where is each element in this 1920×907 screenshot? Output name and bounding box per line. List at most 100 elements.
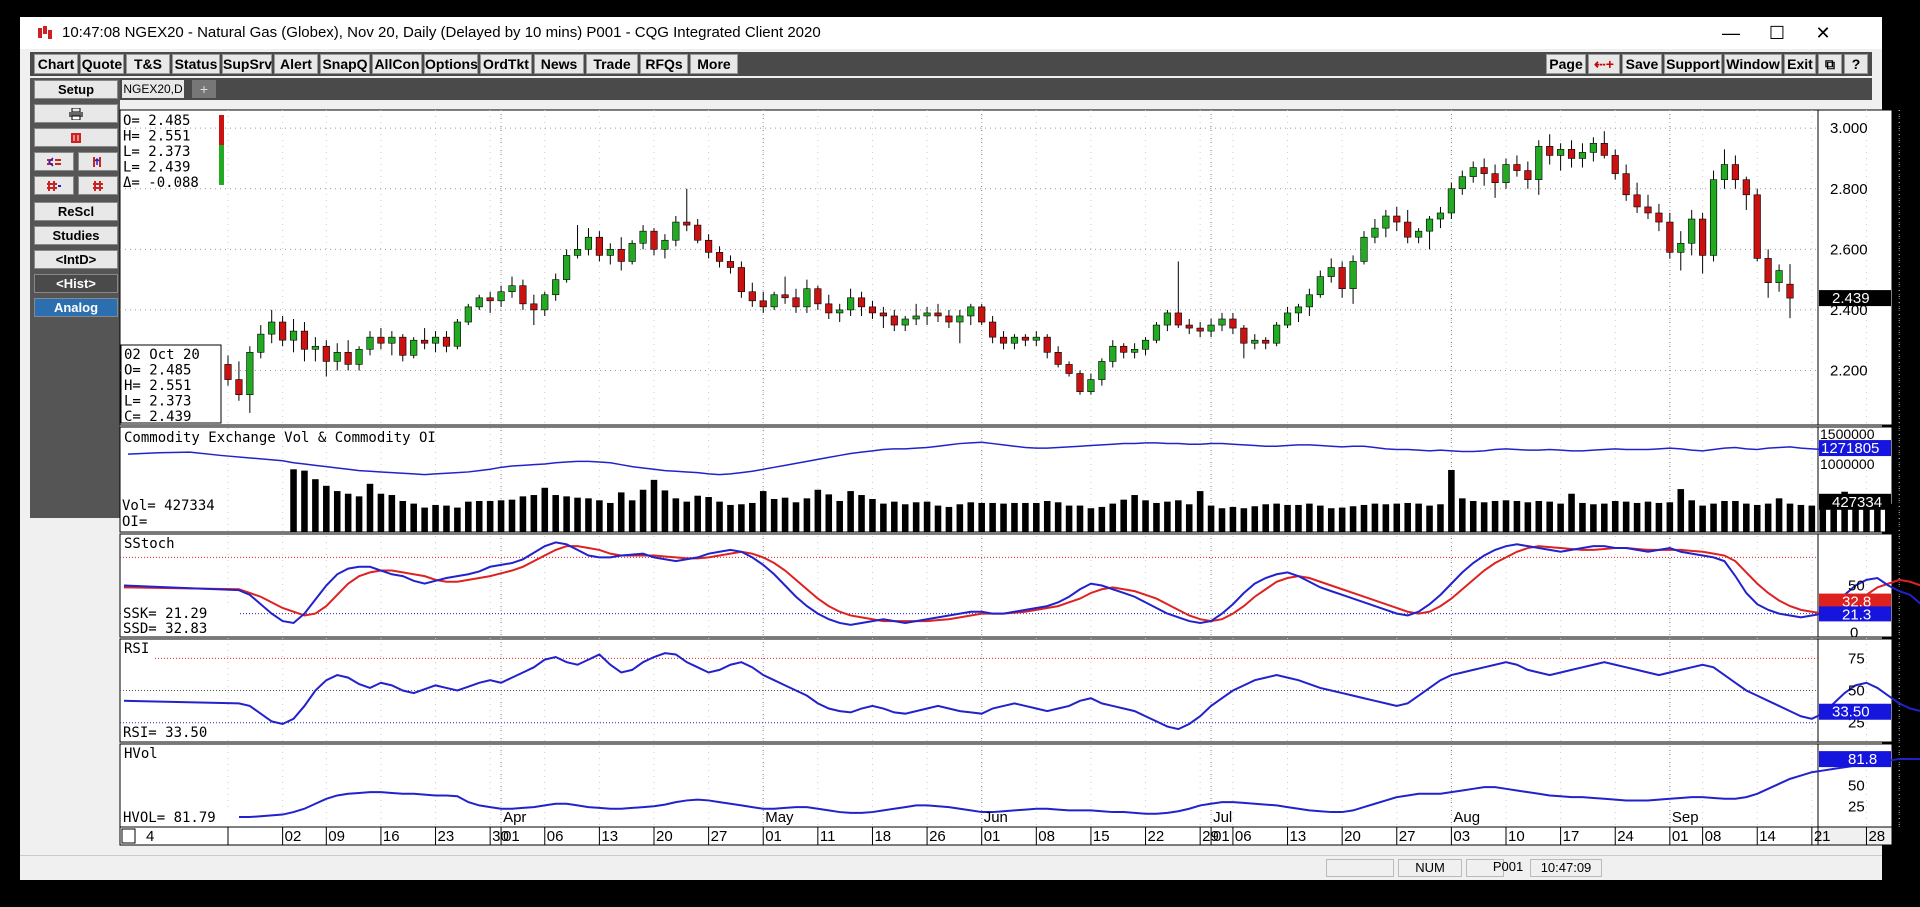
maximize-button[interactable]: ☐ (1768, 23, 1786, 43)
volume-bar (1819, 504, 1827, 532)
ssd-label-bg (1819, 593, 1891, 609)
candle-body (1163, 312, 1171, 326)
volume-bar (803, 498, 811, 532)
menu-support-button[interactable]: Support (1664, 54, 1722, 74)
setup-button[interactable]: Setup (34, 80, 118, 99)
date-tick-label: 18 (874, 828, 891, 845)
oi-value-label: 1271805 (1821, 440, 1879, 457)
volume-bar (1448, 469, 1455, 532)
volume-bar (825, 494, 833, 532)
menu-save-button[interactable]: Save (1622, 54, 1662, 74)
volume-bar (1327, 508, 1335, 532)
menu-restore-button[interactable]: ⧉ (1818, 54, 1842, 74)
candle-body (847, 297, 855, 311)
menu-help-button[interactable]: ? (1844, 54, 1868, 74)
candle-body (1174, 312, 1182, 326)
volume-bar (716, 501, 723, 532)
volume-bar (1644, 501, 1652, 532)
volume-bar (1655, 502, 1663, 532)
volume-bar (1524, 502, 1532, 532)
zoom-in-button[interactable] (78, 152, 118, 171)
candle-body (257, 333, 265, 353)
volume-bar (607, 502, 614, 532)
ohlc-readout-line: L= 2.439 (123, 160, 190, 176)
volume-bar (650, 479, 658, 532)
hvol-panel-title: HVol (124, 746, 158, 762)
volume-bar (1546, 501, 1553, 532)
chart-tab-row: NGEX20,D + (120, 78, 1872, 100)
history-button[interactable]: <Hist> (34, 274, 118, 293)
print-button[interactable] (34, 104, 118, 123)
volume-bar (563, 496, 570, 532)
scroll-right-button[interactable] (78, 176, 118, 195)
date-tick-label: 14 (1759, 828, 1776, 845)
zoom-out-button[interactable] (34, 152, 74, 171)
close-button[interactable]: ✕ (1815, 23, 1831, 43)
ohlc-bar-red (219, 115, 224, 145)
chart-type-button[interactable] (34, 128, 118, 147)
cursor-readout-line: L= 2.373 (124, 394, 191, 410)
rescale-button[interactable]: ReScl (34, 202, 118, 221)
volume-bar (1732, 500, 1739, 532)
sstoch-panel-title: SStoch (124, 536, 175, 552)
date-tick-label: 26 (929, 828, 946, 845)
candle-body (1720, 164, 1729, 180)
candle-body (1764, 258, 1772, 283)
candle-body (1666, 221, 1674, 253)
menu-page-button[interactable]: Page (1546, 54, 1586, 74)
candle-body (683, 221, 691, 226)
month-label: Jul (1213, 809, 1232, 826)
candle-body (1404, 221, 1412, 238)
candle-body (1021, 336, 1029, 341)
volume-bar (1098, 506, 1106, 532)
candle-body (344, 352, 352, 365)
menu-status-button[interactable]: Status (172, 54, 220, 74)
tab-ngex20-daily[interactable]: NGEX20,D (122, 80, 184, 98)
volume-bar (1087, 508, 1095, 532)
menu-window-button[interactable]: Window (1724, 54, 1782, 74)
candle-body (825, 303, 833, 314)
menu-rfqs-button[interactable]: RFQs (640, 54, 688, 74)
menu-allcon-button[interactable]: AllCon (372, 54, 422, 74)
menu-options-button[interactable]: Options (424, 54, 478, 74)
volume-bar (355, 496, 363, 532)
candle-body (366, 336, 374, 350)
studies-button[interactable]: Studies (34, 226, 118, 245)
menu-more-button[interactable]: More (690, 54, 738, 74)
cursor-readout-line: O= 2.485 (124, 363, 191, 379)
candle-body (584, 236, 593, 250)
candle-body (1633, 194, 1641, 208)
volume-bar (301, 470, 308, 532)
volume-bar (672, 498, 680, 532)
candle-body (715, 252, 724, 262)
menu-exit-button[interactable]: Exit (1784, 54, 1816, 74)
scroll-left-button[interactable] (34, 176, 74, 195)
oi-label-bg (1819, 440, 1891, 457)
menu-chart-button[interactable]: Chart (34, 54, 78, 74)
add-tab-button[interactable]: + (192, 80, 216, 98)
candle-body (1109, 345, 1117, 362)
volume-bar (541, 487, 549, 532)
vertical-zoom-icon (93, 157, 101, 167)
volume-bar (1797, 504, 1805, 532)
intraday-button[interactable]: <IntD> (34, 250, 118, 269)
menu-supsrv-button[interactable]: SupSrv (222, 54, 273, 74)
menu-ts-button[interactable]: T&S (126, 54, 170, 74)
menu-snapq-button[interactable]: SnapQ (320, 54, 370, 74)
menu-quote-button[interactable]: Quote (80, 54, 124, 74)
menu-ordtkt-button[interactable]: OrdTkt (480, 54, 532, 74)
volume-bar (1251, 506, 1259, 532)
candle-body (431, 336, 440, 344)
menu-news-button[interactable]: News (534, 54, 584, 74)
scroll-start-box (121, 828, 136, 844)
menu-link-button[interactable]: ⇠+ (1588, 54, 1620, 74)
menu-trade-button[interactable]: Trade (586, 54, 638, 74)
volume-bar (1349, 506, 1357, 532)
menu-alert-button[interactable]: Alert (274, 54, 318, 74)
volume-bar (486, 500, 494, 532)
analog-button[interactable]: Analog (34, 298, 118, 317)
minimize-button[interactable]: — (1722, 23, 1740, 43)
candle-body (1415, 230, 1423, 238)
num-lock-indicator: NUM (1398, 859, 1462, 877)
volume-bar (1393, 503, 1401, 532)
